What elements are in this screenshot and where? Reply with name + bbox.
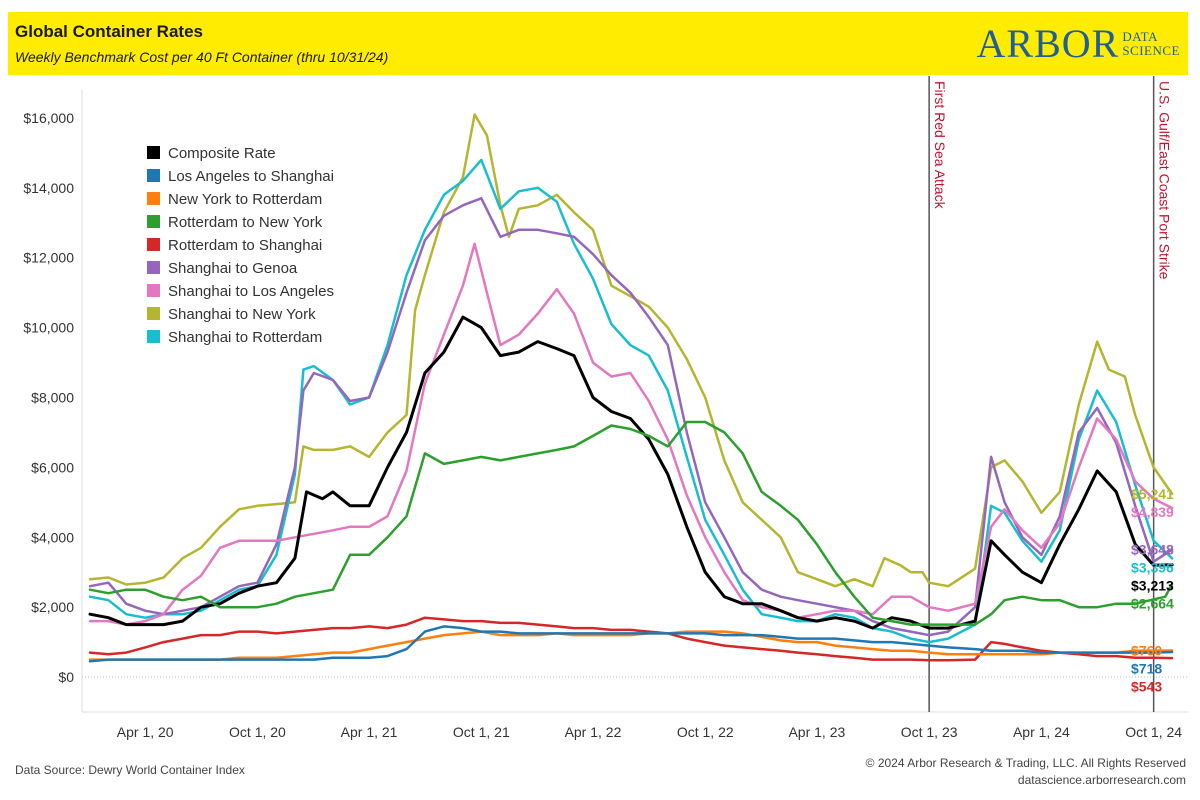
y-tick-label: $4,000 xyxy=(31,529,74,545)
legend-label: Shanghai to New York xyxy=(168,306,316,323)
legend-swatch xyxy=(147,146,160,159)
legend-label: Shanghai to Los Angeles xyxy=(168,283,334,300)
x-tick-label: Oct 1, 22 xyxy=(677,724,734,740)
y-tick-label: $6,000 xyxy=(31,459,74,475)
end-label-los-angeles-to-shanghai: $718 xyxy=(1131,660,1162,676)
x-tick-label: Oct 1, 21 xyxy=(453,724,510,740)
series-line-composite-rate xyxy=(88,315,1174,630)
x-tick-label: Apr 1, 21 xyxy=(341,724,398,740)
y-tick-label: $16,000 xyxy=(23,110,74,126)
y-tick-label: $0 xyxy=(58,669,74,685)
y-tick-label: $12,000 xyxy=(23,250,74,266)
legend-label: Shanghai to Rotterdam xyxy=(168,329,322,346)
legend-swatch xyxy=(147,307,160,320)
series-lines xyxy=(88,113,1174,663)
event-label: U.S. Gulf/East Coast Port Strike xyxy=(1157,81,1173,280)
legend-label: Composite Rate xyxy=(168,145,276,162)
legend-swatch xyxy=(147,169,160,182)
legend-label: New York to Rotterdam xyxy=(168,191,322,208)
logo-subtext-line1: DATA xyxy=(1122,29,1158,44)
series-line-rotterdam-to-new-york xyxy=(88,420,1174,626)
legend-label: Rotterdam to New York xyxy=(168,214,323,231)
copyright: © 2024 Arbor Research & Trading, LLC. Al… xyxy=(865,756,1186,770)
series-line-shanghai-to-rotterdam xyxy=(88,158,1174,644)
header-banner: Global Container Rates Weekly Benchmark … xyxy=(8,12,1188,75)
end-label-shanghai-to-new-york: $5,241 xyxy=(1131,486,1174,502)
y-axis-ticks: $0 $2,000 $4,000 $6,000 $8,000 $10,000 $12,000… xyxy=(23,110,74,685)
x-tick-label: Apr 1, 24 xyxy=(1013,724,1070,740)
end-label-composite-rate: $3,213 xyxy=(1131,578,1174,594)
data-source: Data Source: Dewry World Container Index xyxy=(15,763,245,777)
legend-swatch xyxy=(147,261,160,274)
x-tick-label: Apr 1, 20 xyxy=(117,724,174,740)
footer-credits: © 2024 Arbor Research & Trading, LLC. Al… xyxy=(866,755,1186,789)
end-value-labels: $5,241 $4,839 $3,648 $3,396 $3,213 $2,664 $760… xyxy=(1131,486,1174,695)
legend-swatch xyxy=(147,238,160,251)
legend-label: Rotterdam to Shanghai xyxy=(168,237,322,254)
legend-swatch xyxy=(147,192,160,205)
x-tick-label: Apr 1, 23 xyxy=(788,724,845,740)
series-line-new-york-to-rotterdam xyxy=(88,630,1174,661)
y-tick-label: $2,000 xyxy=(31,599,74,615)
end-label-shanghai-to-rotterdam: $3,396 xyxy=(1131,560,1174,576)
legend-swatch xyxy=(147,215,160,228)
legend-label: Los Angeles to Shanghai xyxy=(168,168,334,185)
end-label-rotterdam-to-shanghai: $543 xyxy=(1131,678,1162,694)
x-tick-label: Oct 1, 24 xyxy=(1125,724,1182,740)
logo-wordmark: Arbor xyxy=(976,21,1120,66)
x-tick-label: Oct 1, 23 xyxy=(901,724,958,740)
series-line-shanghai-to-los-angeles xyxy=(88,242,1174,626)
website-url: datascience.arborresearch.com xyxy=(1017,773,1186,787)
legend-label: Shanghai to Genoa xyxy=(168,260,298,277)
end-label-rotterdam-to-new-york: $2,664 xyxy=(1131,596,1174,612)
legend-swatch xyxy=(147,330,160,343)
arbor-logo: Arbor DATA SCIENCE xyxy=(977,20,1180,68)
end-label-new-york-to-rotterdam: $760 xyxy=(1131,642,1162,658)
chart-subtitle: Weekly Benchmark Cost per 40 Ft Containe… xyxy=(15,49,389,65)
y-tick-label: $14,000 xyxy=(23,180,74,196)
y-tick-label: $10,000 xyxy=(23,320,74,336)
legend: Composite Rate Los Angeles to Shanghai New… xyxy=(147,145,334,346)
event-label: First Red Sea Attack xyxy=(932,81,948,210)
series-line-rotterdam-to-shanghai xyxy=(88,616,1174,662)
end-label-shanghai-to-los-angeles: $4,839 xyxy=(1131,504,1174,520)
series-line-los-angeles-to-shanghai xyxy=(88,625,1174,663)
legend-swatch xyxy=(147,284,160,297)
x-axis-ticks: Apr 1, 20 Oct 1, 20 Apr 1, 21 Oct 1, 21 Apr … xyxy=(117,724,1182,740)
y-tick-label: $8,000 xyxy=(31,390,74,406)
x-tick-label: Apr 1, 22 xyxy=(565,724,622,740)
logo-subtext: DATA SCIENCE xyxy=(1122,30,1180,58)
logo-subtext-line2: SCIENCE xyxy=(1122,43,1180,58)
chart-title: Global Container Rates xyxy=(15,22,203,41)
series-line-shanghai-to-genoa xyxy=(88,197,1174,637)
end-label-shanghai-to-genoa: $3,648 xyxy=(1131,542,1174,558)
x-tick-label: Oct 1, 20 xyxy=(229,724,286,740)
